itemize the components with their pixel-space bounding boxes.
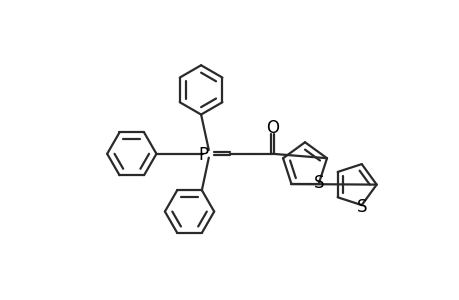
Text: S: S [357, 198, 367, 216]
Text: O: O [266, 118, 279, 136]
Text: P: P [198, 146, 208, 164]
Text: S: S [313, 174, 324, 192]
